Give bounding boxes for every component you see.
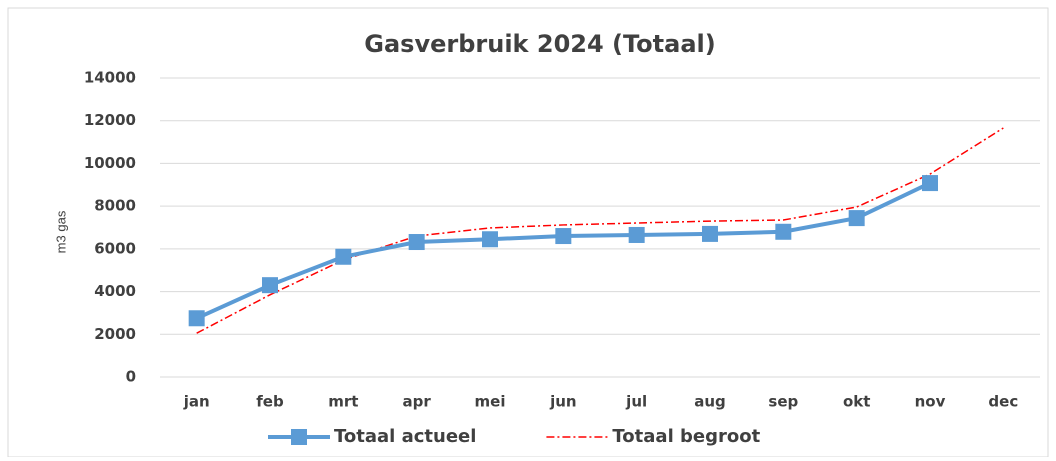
x-tick-label: apr	[403, 393, 432, 411]
data-marker	[555, 228, 572, 245]
data-marker	[262, 277, 278, 294]
y-tick-label: 12000	[84, 111, 136, 129]
data-marker	[335, 248, 352, 265]
legend-label: Totaal actueel	[334, 426, 476, 447]
legend-label: Totaal begroot	[612, 426, 760, 447]
y-tick-label: 8000	[94, 197, 136, 215]
data-marker	[628, 226, 645, 243]
x-tick-label: feb	[256, 393, 284, 411]
y-tick-label: 4000	[94, 282, 136, 300]
x-tick-label: nov	[915, 393, 946, 411]
chart-title: Gasverbruik 2024 (Totaal)	[364, 30, 715, 58]
y-tick-label: 2000	[94, 325, 136, 343]
x-tick-label: aug	[694, 393, 726, 411]
x-tick-label: jan	[183, 393, 210, 411]
y-tick-label: 14000	[84, 69, 136, 87]
data-marker	[408, 234, 425, 251]
x-tick-label: mrt	[328, 393, 358, 411]
x-tick-label: jul	[625, 393, 647, 411]
x-tick-label: okt	[843, 393, 870, 411]
data-marker	[188, 310, 205, 327]
x-tick-label: jun	[549, 393, 577, 411]
data-line	[196, 127, 1004, 334]
data-marker	[702, 225, 718, 242]
y-tick-label: 6000	[94, 239, 136, 257]
chart-frame	[7, 7, 1049, 458]
legend-marker	[291, 429, 307, 445]
data-marker	[922, 175, 938, 192]
y-tick-label: 0	[126, 368, 136, 386]
data-marker	[482, 231, 498, 248]
x-tick-label: sep	[768, 393, 798, 411]
y-tick-label: 10000	[84, 154, 136, 172]
data-marker	[848, 210, 865, 227]
x-tick-label: dec	[988, 393, 1018, 411]
data-marker	[775, 223, 792, 240]
y-axis-label: m3 gas	[53, 210, 68, 253]
x-tick-label: mei	[475, 393, 506, 411]
